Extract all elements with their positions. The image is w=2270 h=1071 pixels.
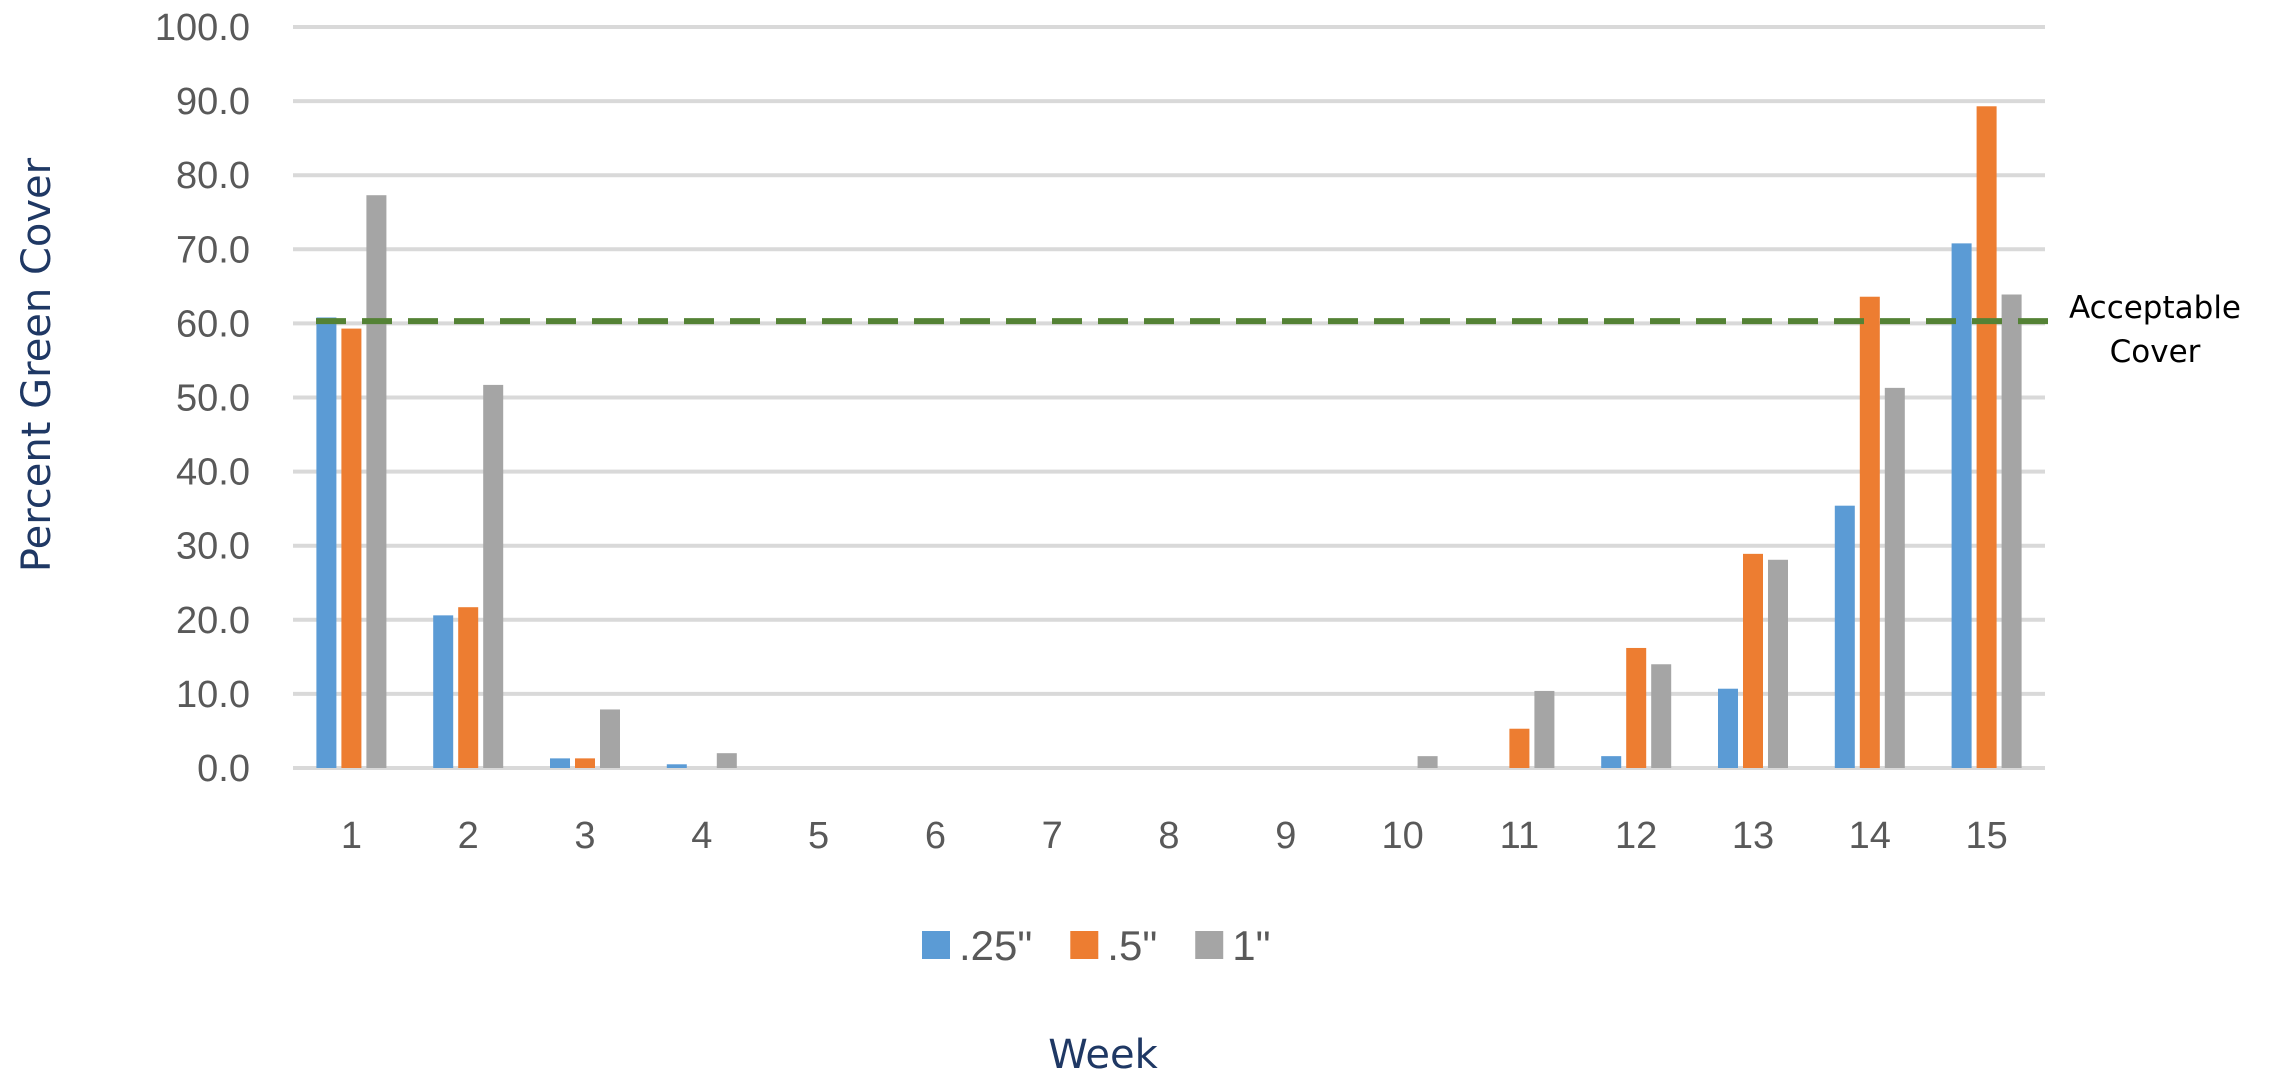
y-tick-label: 60.0 — [176, 303, 250, 345]
y-tick-label: 80.0 — [176, 155, 250, 197]
bar-week14-series1 — [1834, 505, 1855, 768]
bar-week11-series3 — [1534, 690, 1555, 768]
x-tick-label: 14 — [1849, 815, 1891, 857]
y-tick-label: 100.0 — [155, 7, 250, 49]
bars — [316, 106, 2022, 769]
bar-week13-series1 — [1718, 688, 1738, 768]
bar-week2-series2 — [458, 607, 479, 768]
x-tick-label: 2 — [458, 815, 479, 857]
bar-week3-series1 — [550, 758, 570, 768]
x-tick-labels: 1 2 3 4 5 6 7 8 9 10 11 12 13 14 15 — [341, 815, 2008, 857]
legend-swatch — [922, 931, 950, 959]
bar-week12-series3 — [1651, 664, 1672, 768]
bar-week3-series2 — [575, 758, 595, 768]
bar-week10-series3 — [1417, 756, 1438, 768]
y-tick-label: 0.0 — [197, 748, 250, 790]
bar-week12-series1 — [1601, 756, 1622, 768]
bar-week1-series1 — [316, 317, 337, 768]
bar-week11-series2 — [1509, 728, 1530, 768]
bar-week2-series1 — [433, 615, 454, 768]
bar-week15-series2 — [1976, 106, 1997, 769]
x-tick-label: 13 — [1732, 815, 1774, 857]
reference-line-group: Acceptable Cover — [316, 290, 2241, 370]
bar-week15-series1 — [1951, 243, 1972, 768]
x-tick-label: 12 — [1615, 815, 1657, 857]
x-tick-label: 6 — [925, 815, 946, 857]
y-tick-label: 70.0 — [176, 229, 250, 271]
reference-label-line2: Cover — [2110, 334, 2201, 370]
bar-week15-series3 — [2001, 294, 2022, 768]
bar-week1-series2 — [341, 328, 362, 768]
x-axis-title: Week — [1048, 1032, 1158, 1071]
x-tick-label: 11 — [1500, 815, 1539, 857]
legend-swatch — [1195, 931, 1224, 959]
x-tick-label: 15 — [1965, 815, 2007, 857]
bar-week13-series3 — [1768, 559, 1788, 768]
y-tick-label: 40.0 — [176, 452, 250, 494]
bar-week12-series2 — [1626, 647, 1647, 768]
bar-week4-series3 — [716, 753, 737, 768]
legend-swatch — [1070, 931, 1099, 959]
bar-week14-series2 — [1859, 296, 1880, 768]
x-tick-label: 7 — [1042, 815, 1063, 857]
x-tick-label: 10 — [1381, 815, 1423, 857]
y-tick-label: 50.0 — [176, 378, 250, 420]
reference-label-line1: Acceptable — [2069, 290, 2241, 326]
y-tick-label: 20.0 — [176, 600, 250, 642]
bar-week3-series3 — [600, 709, 620, 768]
legend-label: .5" — [1107, 922, 1157, 969]
bar-week13-series2 — [1743, 553, 1763, 768]
y-tick-label: 30.0 — [176, 526, 250, 568]
bar-week1-series3 — [366, 195, 387, 768]
legend-label: 1" — [1232, 922, 1270, 969]
legend-label: .25" — [959, 922, 1032, 969]
y-tick-labels: 0.0 10.0 20.0 30.0 40.0 50.0 60.0 70.0 80.0 90.0 1… — [155, 7, 250, 790]
x-tick-label: 9 — [1275, 815, 1296, 857]
legend: .25" .5" 1" — [922, 922, 1271, 969]
x-tick-label: 4 — [691, 815, 712, 857]
y-tick-label: 10.0 — [176, 674, 250, 716]
bar-week2-series3 — [483, 384, 504, 768]
bar-week4-series1 — [666, 764, 687, 768]
gridlines — [293, 25, 2045, 770]
x-tick-label: 5 — [808, 815, 829, 857]
x-tick-label: 8 — [1158, 815, 1179, 857]
y-tick-label: 90.0 — [176, 81, 250, 123]
bar-week14-series3 — [1884, 387, 1905, 768]
x-tick-label: 1 — [341, 815, 362, 857]
x-tick-label: 3 — [574, 815, 595, 857]
y-axis-title: Percent Green Cover — [14, 157, 60, 572]
